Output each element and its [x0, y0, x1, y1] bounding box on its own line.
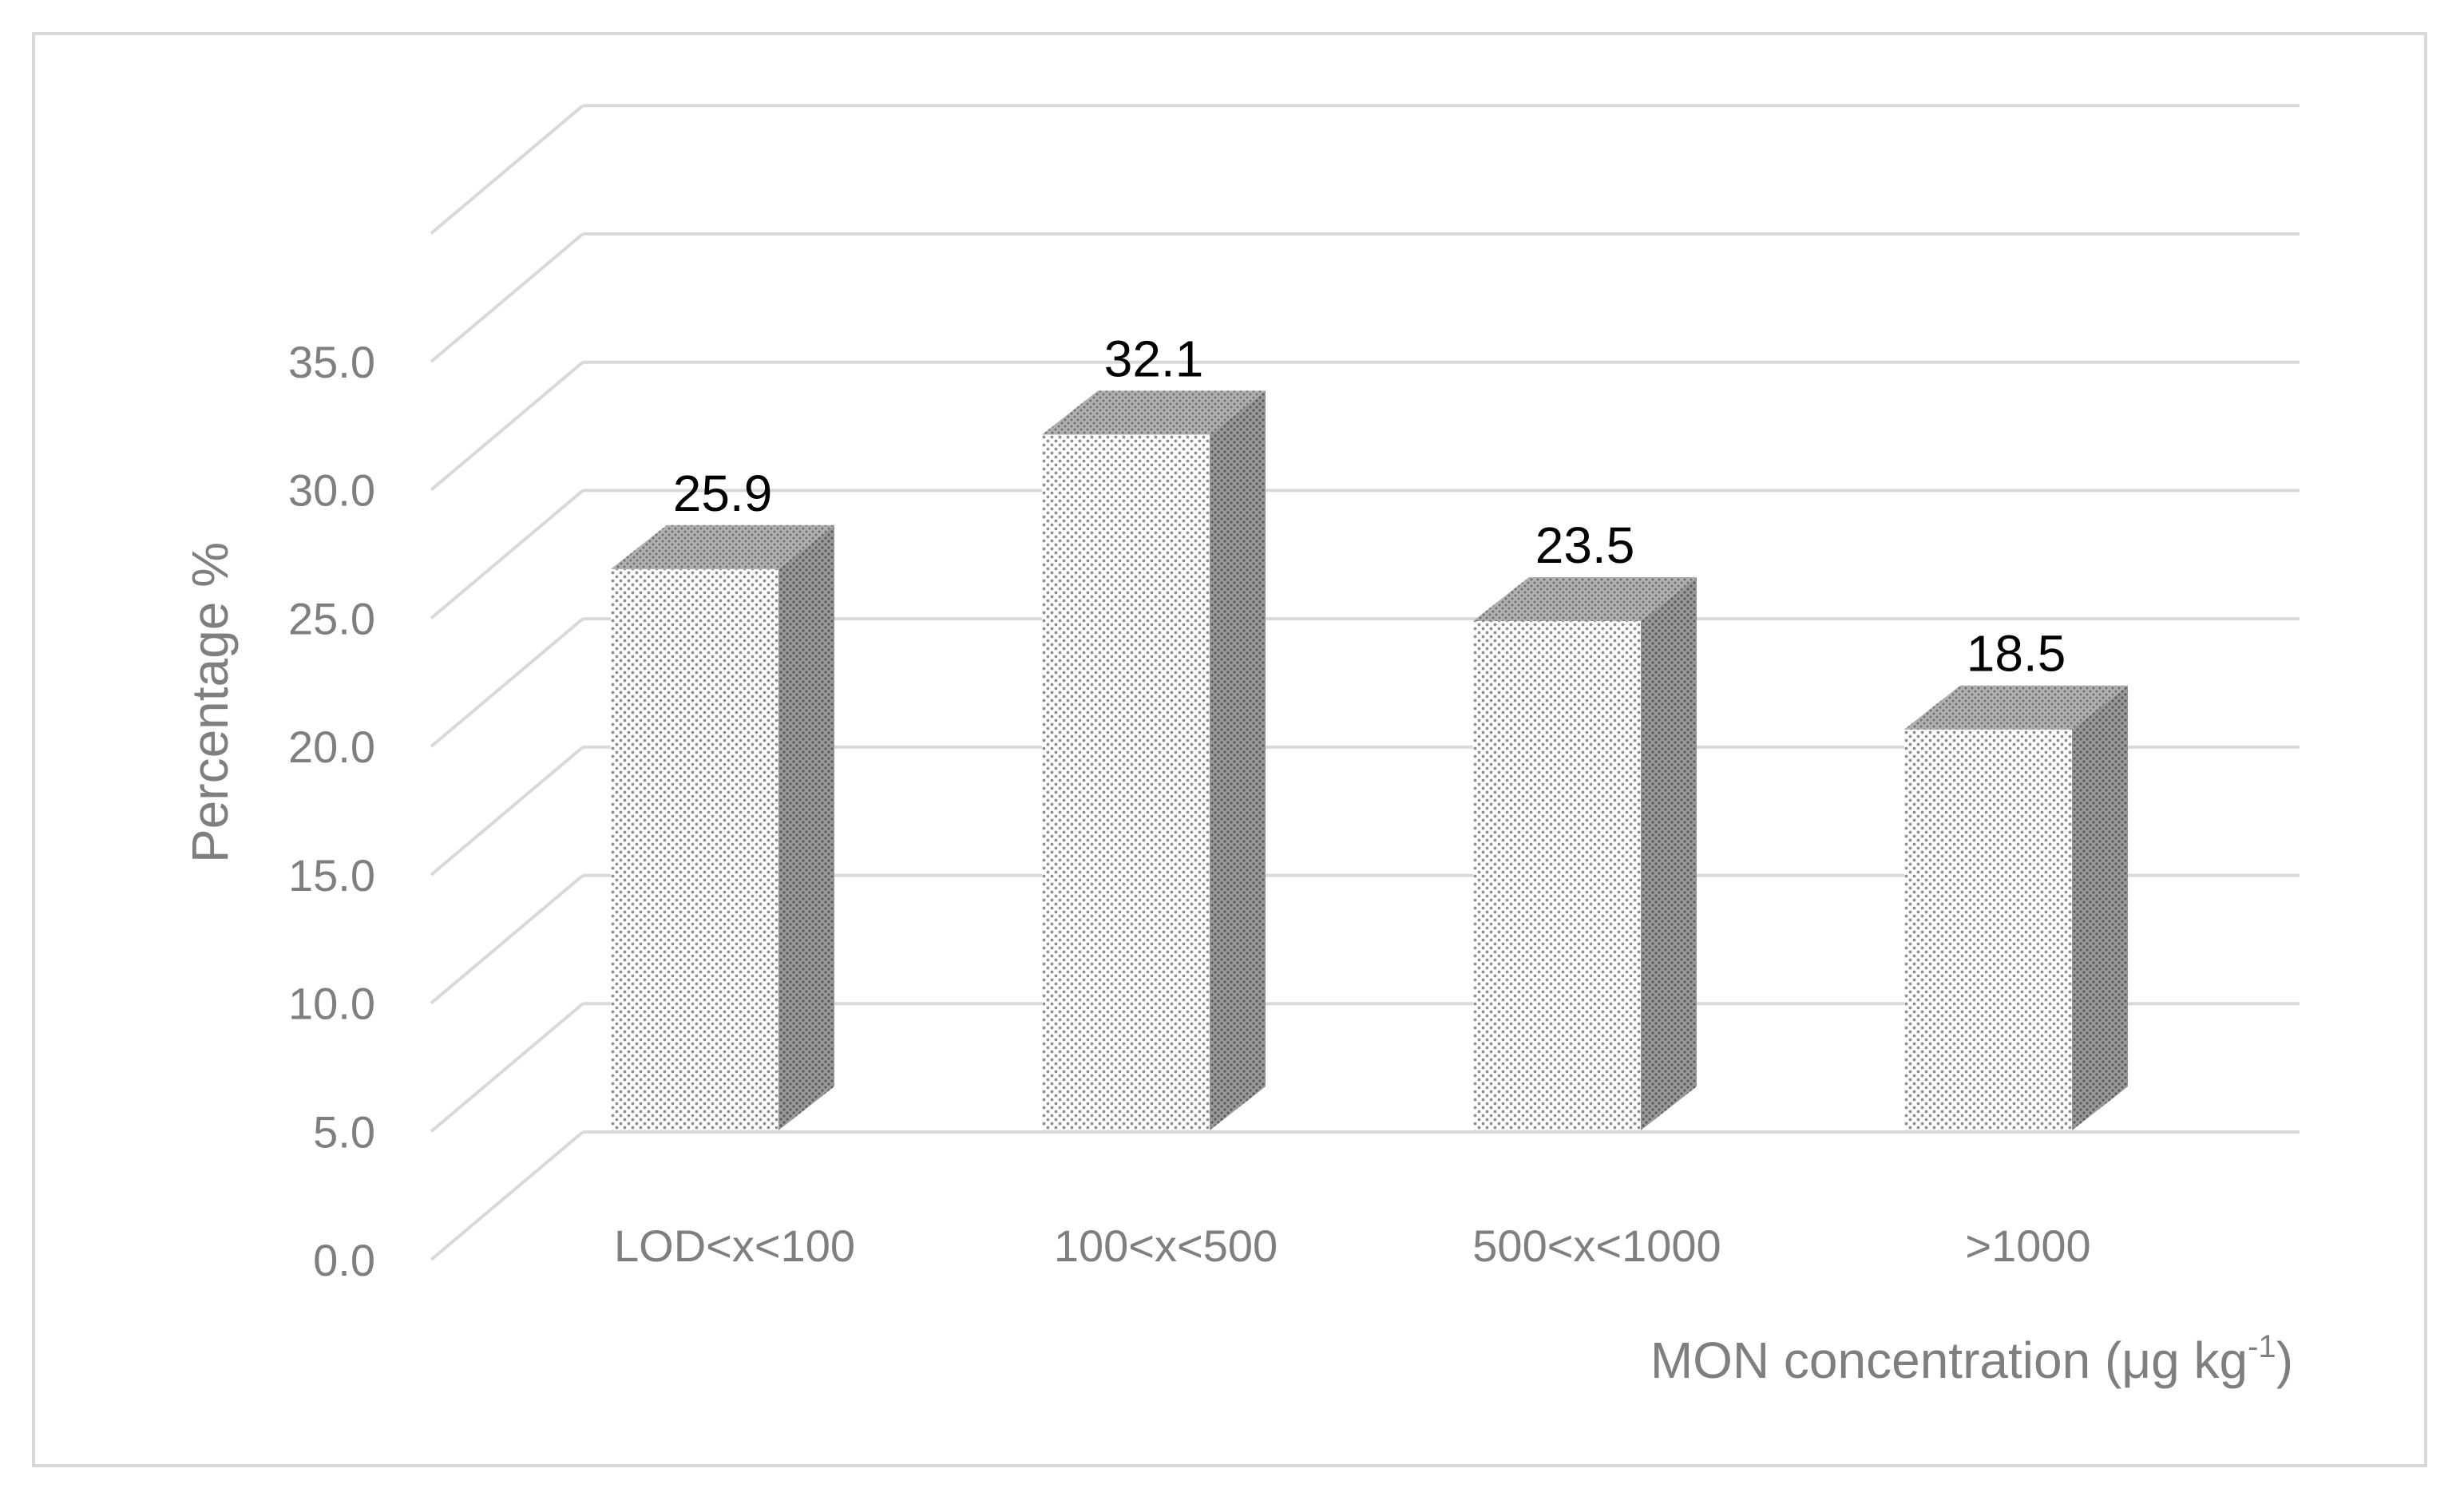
- gridline-diagonal: [430, 104, 584, 235]
- x-axis-title: MON concentration (μg kg-1): [1650, 1329, 2293, 1389]
- gridline-diagonal: [430, 1130, 584, 1261]
- data-label: 32.1: [1104, 330, 1204, 387]
- bars: 25.9 32.1 23.5 18.5: [611, 330, 2128, 1130]
- bar-side: [778, 524, 834, 1130]
- y-tick-label: 15.0: [288, 850, 375, 900]
- bar-side: [2072, 685, 2128, 1130]
- x-tick-label: 500<x<1000: [1472, 1221, 1721, 1271]
- data-label: 25.9: [673, 465, 773, 522]
- gridline-diagonal: [430, 1002, 584, 1133]
- bar-top: [611, 524, 834, 569]
- gridline-diagonal: [430, 617, 584, 748]
- bar-top: [1904, 685, 2128, 730]
- bar-side: [1641, 576, 1697, 1130]
- x-tick-label: 100<x<500: [1054, 1221, 1278, 1271]
- y-axis-ticks: 0.0 5.0 10.0 15.0 20.0 25.0 30.0 35.0: [288, 337, 375, 1285]
- y-tick-label: 20.0: [288, 722, 375, 772]
- y-tick-label: 30.0: [288, 465, 375, 516]
- x-axis-title-superscript: -1: [2248, 1329, 2276, 1364]
- gridline-diagonal: [430, 232, 584, 363]
- gridline-diagonal: [430, 746, 584, 877]
- y-tick-label: 0.0: [313, 1235, 375, 1285]
- bar-side: [1210, 390, 1266, 1130]
- x-tick-label: >1000: [1965, 1221, 2090, 1271]
- x-axis-title-main: MON concentration (μg kg: [1650, 1332, 2248, 1389]
- bar-front: [611, 568, 778, 1130]
- bar-front: [1042, 434, 1210, 1130]
- x-tick-label: LOD<x<100: [614, 1221, 855, 1271]
- x-axis-title-suffix: ): [2276, 1332, 2293, 1389]
- y-tick-label: 35.0: [288, 337, 375, 387]
- y-tick-label: 5.0: [313, 1106, 375, 1157]
- data-label: 23.5: [1535, 517, 1635, 574]
- x-axis-ticks: LOD<x<100 100<x<500 500<x<1000 >1000: [614, 1221, 2091, 1271]
- gridline-diagonal: [430, 874, 584, 1005]
- bar-front: [1473, 620, 1641, 1130]
- y-axis-title: Percentage %: [181, 542, 239, 863]
- data-label: 18.5: [1967, 625, 2066, 683]
- y-tick-label: 10.0: [288, 979, 375, 1029]
- gridline-diagonal: [430, 361, 584, 492]
- gridline-diagonal: [430, 489, 584, 619]
- bar-front: [1904, 729, 2072, 1130]
- y-tick-label: 25.0: [288, 593, 375, 643]
- bar-top: [1473, 576, 1697, 621]
- bar-top: [1042, 390, 1266, 435]
